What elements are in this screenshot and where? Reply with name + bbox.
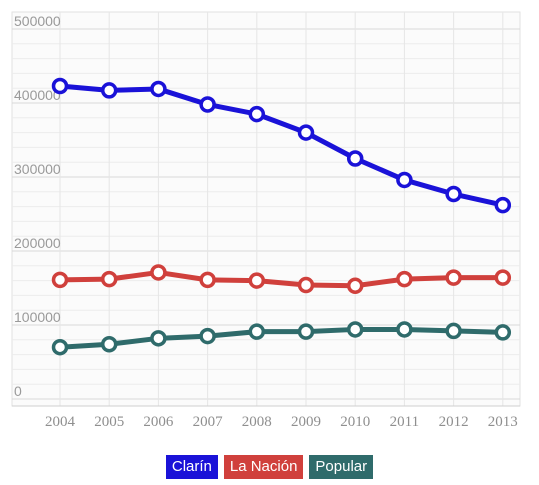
data-point — [398, 323, 411, 336]
x-tick-label: 2004 — [45, 414, 76, 430]
legend: Clarín La Nación Popular — [0, 455, 539, 479]
x-tick-label: 2010 — [340, 414, 370, 430]
data-point — [201, 98, 214, 111]
data-point — [447, 324, 460, 337]
data-point — [103, 338, 116, 351]
data-point — [300, 126, 313, 139]
data-point — [152, 332, 165, 345]
x-tick-label: 2009 — [291, 414, 321, 430]
y-tick-label: 300000 — [14, 161, 61, 177]
data-point — [250, 108, 263, 121]
data-point — [496, 326, 509, 339]
data-point — [300, 279, 313, 292]
data-point — [201, 273, 214, 286]
y-tick-label: 0 — [14, 383, 22, 399]
x-axis-ticks: 2004 2005 2006 2007 2008 2009 2010 2011 2012 2013 — [45, 414, 518, 430]
x-tick-label: 2008 — [242, 414, 272, 430]
data-point — [201, 330, 214, 343]
x-tick-label: 2006 — [143, 414, 174, 430]
data-point — [250, 274, 263, 287]
data-point — [447, 271, 460, 284]
data-point — [398, 273, 411, 286]
data-point — [152, 82, 165, 95]
data-point — [496, 199, 509, 212]
x-tick-label: 2011 — [390, 414, 419, 430]
data-point — [152, 266, 165, 279]
y-tick-label: 100000 — [14, 309, 61, 325]
data-point — [300, 325, 313, 338]
x-tick-label: 2005 — [94, 414, 124, 430]
data-point — [54, 341, 67, 354]
legend-item-la-nacion[interactable]: La Nación — [224, 455, 304, 479]
data-point — [54, 79, 67, 92]
x-tick-label: 2013 — [488, 414, 518, 430]
legend-item-popular[interactable]: Popular — [309, 455, 373, 479]
data-point — [349, 152, 362, 165]
data-point — [250, 325, 263, 338]
data-point — [103, 84, 116, 97]
legend-item-clarin[interactable]: Clarín — [166, 455, 218, 479]
data-point — [447, 188, 460, 201]
x-tick-label: 2007 — [193, 414, 224, 430]
y-tick-label: 500000 — [14, 13, 61, 29]
data-point — [103, 273, 116, 286]
x-tick-label: 2012 — [439, 414, 469, 430]
data-point — [54, 273, 67, 286]
data-point — [398, 173, 411, 186]
data-point — [349, 279, 362, 292]
data-point — [496, 271, 509, 284]
y-tick-label: 200000 — [14, 235, 61, 251]
data-point — [349, 323, 362, 336]
